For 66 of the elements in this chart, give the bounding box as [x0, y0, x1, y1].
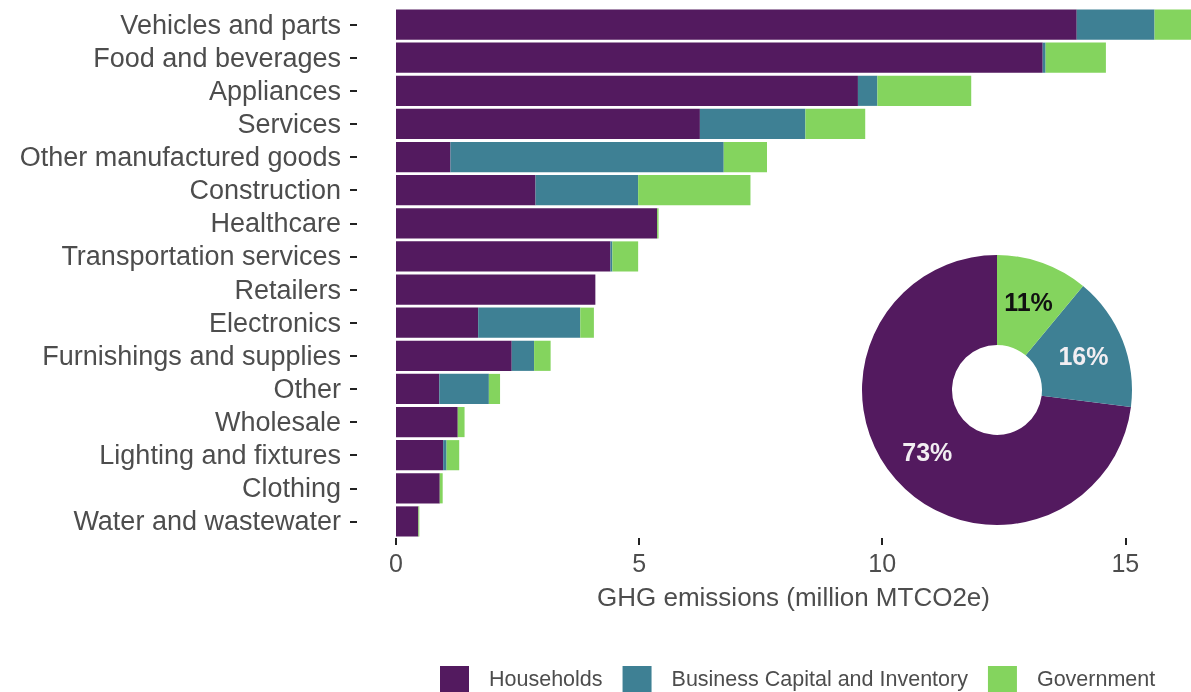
y-tick-label: Retailers	[234, 274, 341, 305]
x-tick-label: 15	[1111, 548, 1140, 577]
bar	[396, 75, 858, 106]
bar	[805, 108, 866, 140]
bar	[1076, 9, 1155, 40]
bar	[580, 307, 594, 338]
y-tick-label: Vehicles and parts	[120, 9, 341, 40]
x-axis-title: GHG emissions (million MTCO2e)	[597, 582, 990, 612]
y-tick-label: Food and beverages	[93, 42, 341, 73]
bar	[396, 307, 479, 338]
bar	[1154, 9, 1191, 40]
bar	[857, 75, 878, 106]
x-tick-label: 0	[389, 548, 403, 577]
bar	[534, 340, 551, 371]
bar	[457, 406, 465, 438]
y-tick-label: Clothing	[241, 473, 341, 504]
y-tick-label: Services	[237, 108, 341, 139]
bar	[699, 108, 806, 140]
y-tick-label: Other manufactured goods	[19, 142, 341, 173]
bar	[396, 42, 1043, 73]
bar	[396, 340, 512, 371]
bar	[1045, 42, 1106, 73]
bar	[535, 175, 639, 206]
data-label: 16%	[1058, 341, 1109, 370]
data-label: 11%	[1004, 288, 1053, 317]
y-tick-label: Construction	[189, 175, 341, 206]
legend-label: Government	[1036, 667, 1156, 691]
y-tick-label: Lighting and fixtures	[99, 440, 341, 471]
bar	[396, 175, 536, 206]
bar	[396, 473, 440, 504]
bar	[478, 307, 581, 338]
bar	[396, 440, 444, 471]
bar	[638, 175, 751, 206]
y-tick-label: Healthcare	[210, 208, 341, 239]
bar	[488, 373, 501, 405]
bar	[1042, 42, 1046, 73]
bar	[396, 274, 596, 305]
bar	[396, 9, 1077, 40]
bar	[450, 141, 724, 173]
bar	[612, 241, 639, 272]
bar	[396, 506, 419, 537]
y-tick-label: Electronics	[208, 307, 341, 338]
y-tick-label: Water and wastewater	[73, 506, 341, 537]
y-tick-label: Appliances	[208, 75, 341, 106]
bar	[439, 473, 443, 504]
x-tick-label: 10	[868, 548, 897, 577]
bar	[396, 241, 611, 272]
bar	[723, 141, 767, 173]
bar	[877, 75, 972, 106]
bar	[439, 373, 489, 405]
bar	[396, 373, 440, 405]
bar	[443, 440, 447, 471]
bar	[396, 108, 700, 140]
y-tick-label: Wholesale	[214, 407, 341, 438]
y-tick-label: Other	[273, 373, 341, 404]
x-tick-label: 5	[632, 548, 647, 577]
legend-label: Business Capital and Inventory	[671, 667, 969, 691]
bar	[396, 208, 658, 239]
legend-label: Households	[489, 667, 603, 691]
bar	[396, 141, 451, 173]
bar	[446, 440, 460, 471]
bar	[396, 406, 458, 438]
y-tick-label: Transportation services	[61, 241, 341, 272]
data-label: 73%	[902, 437, 953, 466]
y-tick-label: Furnishings and supplies	[42, 340, 341, 371]
bar	[511, 340, 535, 371]
